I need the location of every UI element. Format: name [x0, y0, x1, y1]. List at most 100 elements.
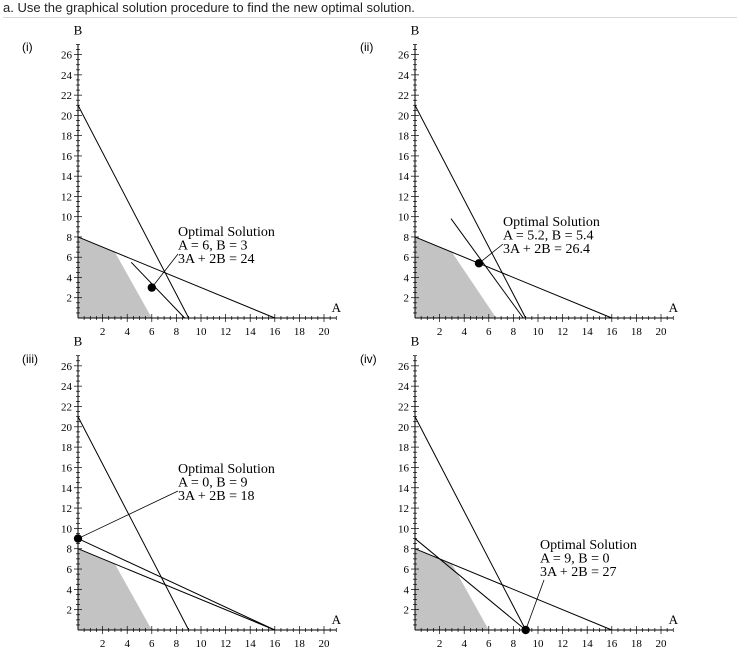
annotation-title: Optimal Solution	[178, 225, 275, 240]
annotation-leader	[478, 243, 504, 264]
y-tick-label: 10	[61, 523, 73, 535]
x-tick-label: 4	[124, 638, 130, 650]
y-tick-label: 12	[61, 503, 72, 515]
y-tick-label: 24	[398, 70, 410, 82]
y-tick-label: 10	[61, 212, 73, 224]
y-tick-label: 4	[67, 584, 73, 596]
feasible-region	[78, 548, 152, 630]
y-tick-label: 16	[61, 462, 73, 474]
optimal-point	[147, 283, 156, 292]
x-tick-label: 12	[220, 638, 231, 650]
x-tick-label: 6	[149, 638, 155, 650]
x-tick-label: 20	[319, 638, 331, 650]
y-tick-label: 16	[398, 462, 410, 474]
annotation-leader	[151, 253, 179, 288]
feasible-region	[415, 236, 497, 318]
panel-label: (i)	[22, 40, 33, 54]
line-constraint-steep	[414, 416, 527, 631]
x-tick-label: 18	[294, 638, 306, 650]
x-tick-label: 14	[245, 326, 257, 338]
y-tick-label: 8	[67, 232, 73, 244]
y-tick-label: 2	[67, 605, 73, 617]
y-tick-label: 20	[398, 110, 410, 122]
annotation-line2: 3A + 2B = 27	[540, 565, 616, 580]
y-tick-label: 18	[61, 131, 73, 143]
optimal-point	[474, 259, 484, 268]
line-constraint-steep	[77, 105, 190, 319]
y-tick-label: 24	[61, 70, 73, 82]
y-tick-label: 6	[67, 252, 73, 264]
y-tick-label: 20	[398, 422, 410, 434]
line-constraint-steep	[77, 416, 190, 631]
feasible-region	[415, 548, 489, 630]
annotation-title: Optimal Solution	[540, 538, 637, 553]
line-constraint-shallow	[77, 548, 275, 631]
y-tick-label: 16	[61, 151, 73, 163]
x-tick-label: 12	[557, 326, 568, 338]
x-tick-label: 8	[511, 326, 517, 338]
x-tick-label: 12	[557, 638, 568, 650]
x-tick-label: 18	[294, 326, 306, 338]
y-axis-label: B	[74, 22, 83, 37]
y-tick-label: 2	[404, 293, 410, 305]
panel-label: (iii)	[22, 352, 38, 366]
y-tick-label: 18	[398, 131, 410, 143]
line-constraint-steep	[414, 105, 527, 319]
x-axis-label: A	[669, 612, 679, 627]
y-tick-label: 14	[61, 171, 73, 183]
x-tick-label: 8	[174, 326, 180, 338]
x-tick-label: 6	[149, 326, 155, 338]
x-axis-label: A	[669, 300, 679, 315]
y-tick-label: 6	[404, 564, 410, 576]
y-tick-label: 20	[61, 110, 73, 122]
y-axis-label: B	[411, 334, 420, 349]
x-tick-label: 2	[100, 326, 106, 338]
x-tick-label: 20	[656, 326, 668, 338]
y-tick-label: 20	[61, 422, 73, 434]
y-tick-label: 24	[61, 381, 73, 393]
x-tick-label: 20	[319, 326, 331, 338]
x-tick-label: 18	[631, 638, 643, 650]
line-third-line	[77, 538, 276, 631]
y-tick-label: 26	[61, 50, 73, 62]
optimal-point	[521, 625, 530, 635]
annotation-line1: A = 9, B = 0	[540, 552, 609, 567]
x-tick-label: 10	[533, 326, 545, 338]
annotation-line1: A = 0, B = 9	[178, 476, 247, 491]
y-tick-label: 26	[398, 361, 410, 373]
x-tick-label: 16	[606, 326, 618, 338]
y-tick-label: 8	[404, 232, 410, 244]
y-tick-label: 6	[404, 252, 410, 264]
annotation-line1: A = 6, B = 3	[178, 239, 247, 254]
y-tick-label: 10	[398, 523, 410, 535]
x-tick-label: 20	[656, 638, 668, 650]
feasible-region	[78, 236, 152, 318]
y-tick-label: 14	[61, 483, 73, 495]
line-objective	[450, 218, 524, 319]
question-text: a. Use the graphical solution procedure …	[3, 0, 737, 18]
annotation-title: Optimal Solution	[503, 215, 600, 230]
annotation-line2: 3A + 2B = 18	[178, 489, 254, 504]
y-tick-label: 24	[398, 381, 410, 393]
optimal-point	[73, 534, 83, 543]
y-tick-label: 22	[61, 401, 72, 413]
line-constraint-shallow	[414, 548, 612, 631]
annotation-line2: 3A + 2B = 24	[178, 252, 254, 267]
x-tick-label: 18	[631, 326, 643, 338]
y-tick-label: 4	[404, 584, 410, 596]
y-tick-label: 16	[398, 151, 410, 163]
x-tick-label: 8	[511, 638, 517, 650]
line-constraint-shallow	[414, 236, 612, 319]
x-tick-label: 14	[582, 638, 594, 650]
x-tick-label: 2	[437, 638, 443, 650]
y-tick-label: 12	[398, 503, 409, 515]
line-objective	[130, 261, 186, 319]
y-tick-label: 22	[61, 90, 72, 102]
x-tick-label: 10	[196, 638, 208, 650]
line-constraint-shallow	[77, 236, 275, 319]
annotation-leader	[77, 490, 179, 539]
y-tick-label: 14	[398, 171, 410, 183]
y-tick-label: 2	[404, 605, 410, 617]
y-tick-label: 4	[67, 272, 73, 284]
y-tick-label: 12	[61, 191, 72, 203]
